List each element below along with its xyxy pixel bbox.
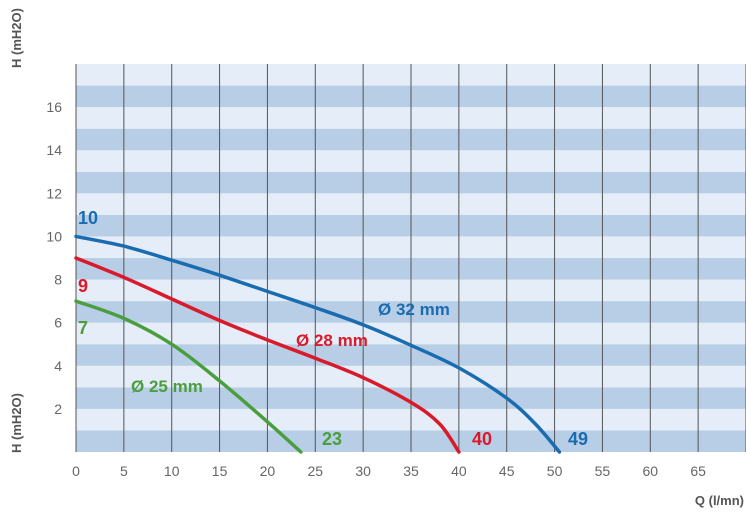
x-tick-label: 55 bbox=[595, 463, 611, 479]
x-tick-label: 45 bbox=[499, 463, 515, 479]
y-tick-label: 16 bbox=[46, 99, 62, 115]
y-tick-label: 2 bbox=[54, 401, 62, 417]
y-tick-label: 10 bbox=[46, 228, 62, 244]
y-axis-label-top: H (mH2O) bbox=[9, 8, 24, 68]
curve-name-label: Ø 25 mm bbox=[131, 377, 203, 396]
tick-labels: 0 5 10 15 20 25 30 35 40 45 50 55 60 65 2 4 6 8 10 12 14 16 bbox=[46, 99, 706, 479]
y-axis-label-bottom: H (mH2O) bbox=[9, 393, 24, 453]
y-tick-label: 4 bbox=[54, 358, 62, 374]
curve-start-label: 7 bbox=[78, 318, 88, 338]
x-tick-label: 60 bbox=[642, 463, 658, 479]
curve-name-label: Ø 28 mm bbox=[296, 331, 368, 350]
curve-end-label: 49 bbox=[568, 429, 588, 449]
curves bbox=[74, 234, 562, 454]
curve-start-label: 10 bbox=[78, 208, 98, 228]
curve-start-label: 9 bbox=[78, 276, 88, 296]
x-tick-label: 25 bbox=[307, 463, 323, 479]
x-tick-label: 65 bbox=[690, 463, 706, 479]
x-tick-label: 15 bbox=[212, 463, 228, 479]
y-tick-label: 8 bbox=[54, 272, 62, 288]
y-tick-label: 12 bbox=[46, 185, 62, 201]
y-tick-label: 6 bbox=[54, 315, 62, 331]
curve-line bbox=[74, 256, 461, 454]
x-tick-label: 30 bbox=[355, 463, 371, 479]
x-tick-label: 20 bbox=[260, 463, 276, 479]
x-tick-label: 5 bbox=[120, 463, 128, 479]
curve-line bbox=[74, 299, 303, 454]
x-tick-label: 35 bbox=[403, 463, 419, 479]
curve-labels: 10 49 Ø 32 mm 9 40 Ø 28 mm 7 23 Ø 25 mm bbox=[78, 208, 588, 449]
curve-end-label: 23 bbox=[322, 429, 342, 449]
y-tick-label: 14 bbox=[46, 142, 62, 158]
x-tick-label: 50 bbox=[547, 463, 563, 479]
x-tick-label: 10 bbox=[164, 463, 180, 479]
x-tick-label: 0 bbox=[72, 463, 80, 479]
curve-end-label: 40 bbox=[472, 429, 492, 449]
curve-line bbox=[74, 234, 562, 454]
curve-name-label: Ø 32 mm bbox=[378, 300, 450, 319]
x-axis-label: Q (l/mn) bbox=[695, 493, 744, 508]
x-tick-label: 40 bbox=[451, 463, 467, 479]
